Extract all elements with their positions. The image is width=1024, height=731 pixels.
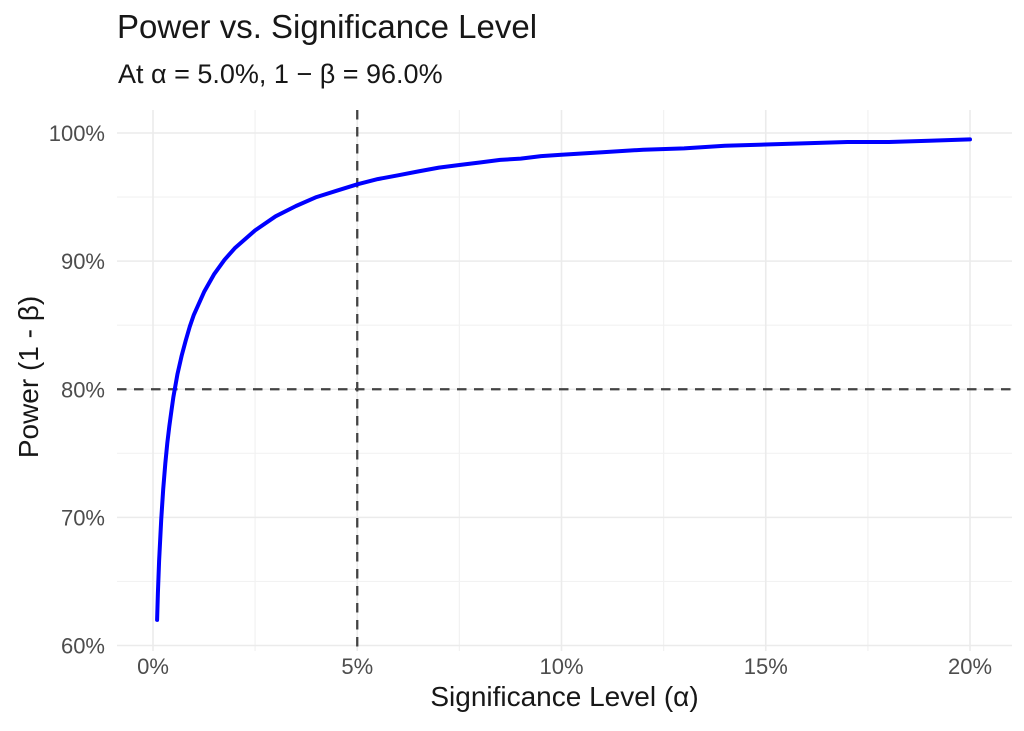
- x-tick-label: 15%: [744, 654, 788, 679]
- power-curve-line: [155, 137, 972, 622]
- x-tick-label: 5%: [341, 654, 373, 679]
- chart-title: Power vs. Significance Level: [117, 8, 538, 45]
- y-tick-label: 70%: [61, 505, 105, 530]
- x-tick-label: 10%: [539, 654, 583, 679]
- y-tick-label: 80%: [61, 377, 105, 402]
- y-tick-label: 90%: [61, 249, 105, 274]
- chart-subtitle: At α = 5.0%, 1 − β = 96.0%: [118, 59, 443, 89]
- y-tick-label: 60%: [61, 634, 105, 659]
- y-axis-title: Power (1 - β): [13, 295, 44, 459]
- x-tick-label: 0%: [137, 654, 169, 679]
- y-tick-label: 100%: [49, 121, 105, 146]
- x-tick-label: 20%: [948, 654, 992, 679]
- x-axis-title: Significance Level (α): [430, 681, 699, 712]
